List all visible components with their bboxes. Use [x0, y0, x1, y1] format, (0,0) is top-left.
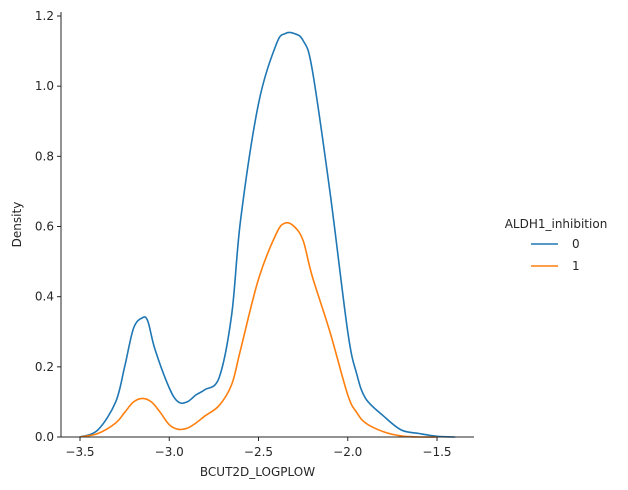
series-line-1 [79, 221, 438, 438]
y-tick-label: 0.8 [35, 149, 54, 163]
legend-label-0: 0 [572, 237, 580, 251]
x-tick-label: −2.0 [333, 445, 362, 459]
y-tick-label: 1.2 [35, 9, 54, 23]
y-tick-label: 0.2 [35, 360, 54, 374]
x-tick-label: −3.5 [65, 445, 94, 459]
x-tick-label: −3.0 [155, 445, 184, 459]
series-line-0 [79, 31, 456, 438]
series-layer [79, 31, 456, 438]
y-ticks: 0.0 0.2 0.4 0.6 0.8 1.0 1.2 [35, 9, 61, 444]
x-tick-label: −2.5 [244, 445, 273, 459]
y-tick-label: 0.6 [35, 220, 54, 234]
y-tick-label: 1.0 [35, 79, 54, 93]
legend-label-1: 1 [572, 259, 580, 273]
legend: ALDH1_inhibition 01 [505, 217, 608, 273]
legend-items: 01 [531, 237, 580, 273]
x-axis-label: BCUT2D_LOGPLOW [200, 465, 315, 479]
y-axis-label: Density [10, 202, 24, 248]
x-tick-label: −1.5 [422, 445, 451, 459]
y-tick-label: 0.4 [35, 290, 54, 304]
axes-layer [60, 12, 474, 438]
x-ticks: −3.5 −3.0 −2.5 −2.0 −1.5 [65, 437, 452, 459]
legend-title: ALDH1_inhibition [505, 217, 608, 231]
y-tick-label: 0.0 [35, 430, 54, 444]
